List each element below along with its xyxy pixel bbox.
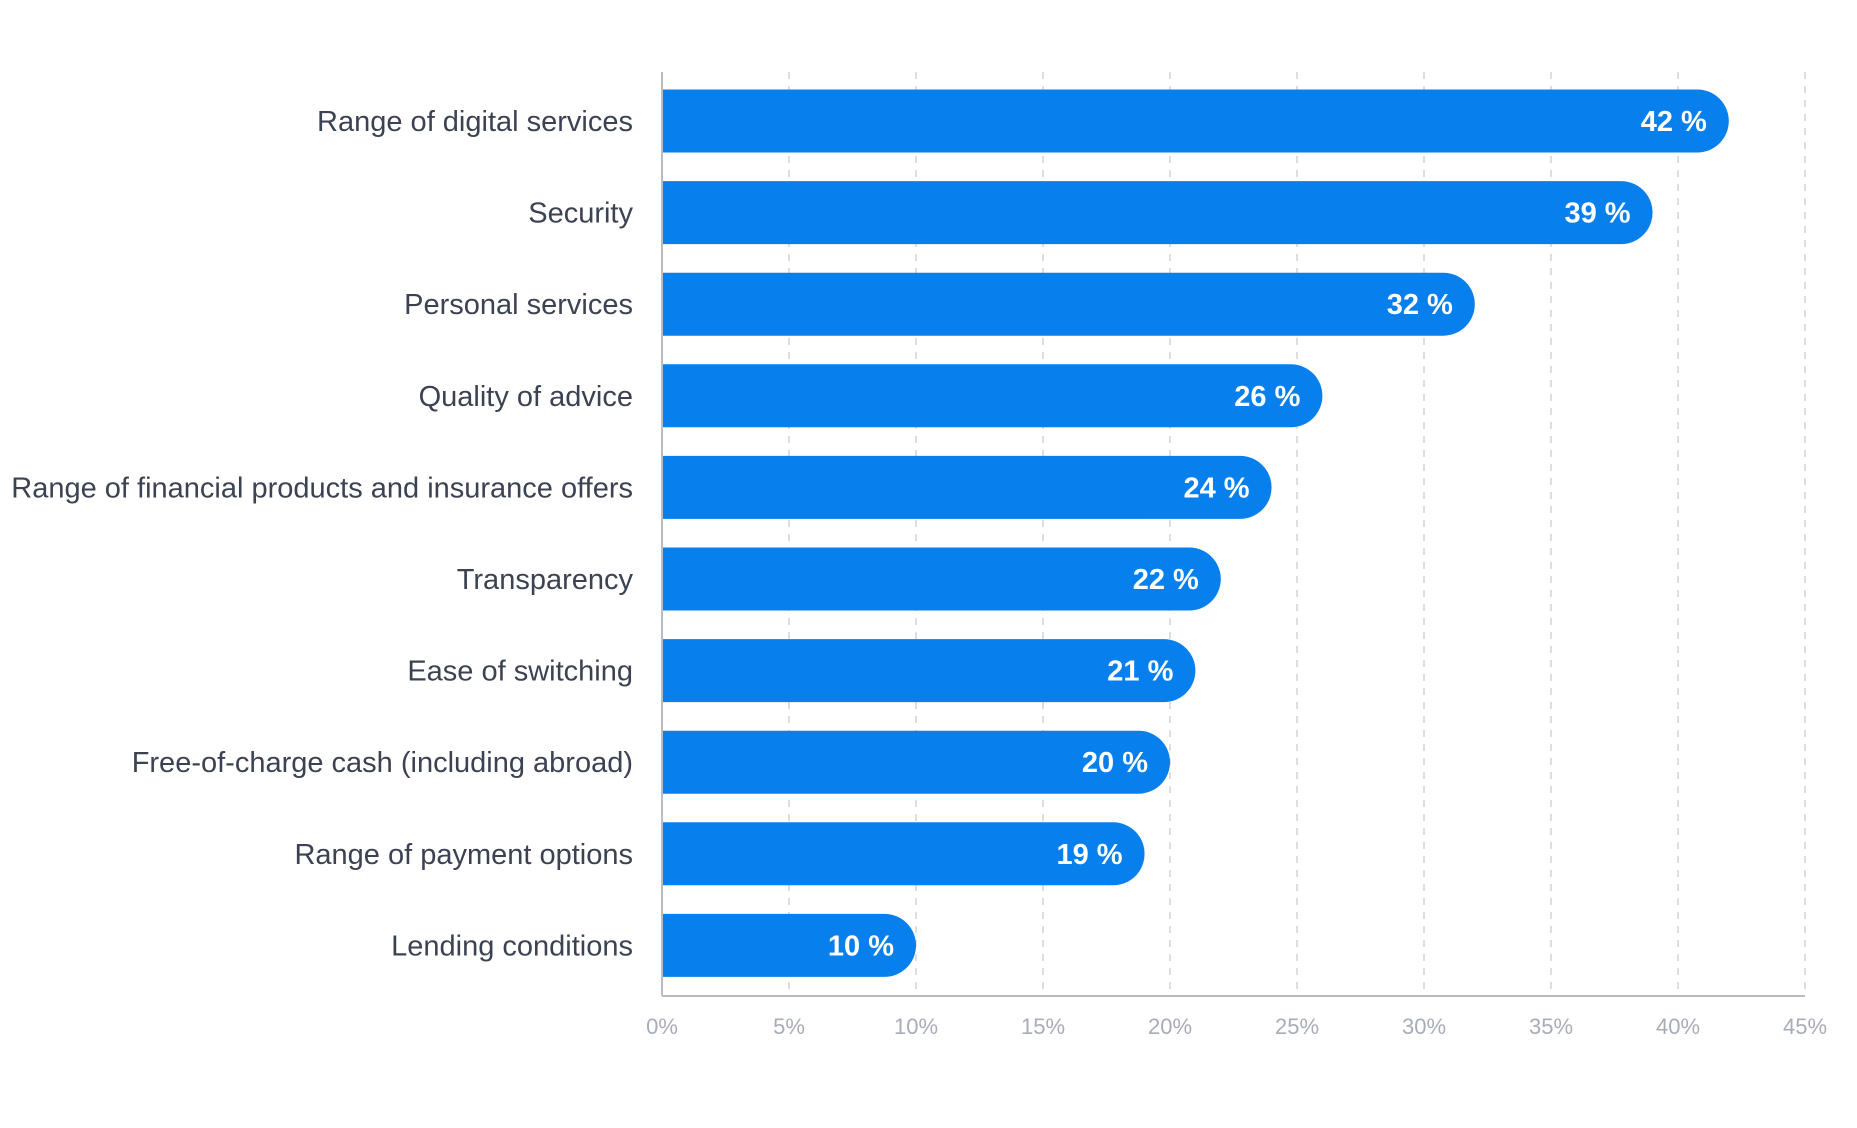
category-label: Lending conditions <box>391 930 633 962</box>
category-label: Ease of switching <box>407 656 633 688</box>
bar <box>662 822 1145 886</box>
x-tick-label: 25% <box>1275 1014 1319 1039</box>
bar <box>662 547 1221 611</box>
x-tick-label: 15% <box>1021 1014 1065 1039</box>
axes <box>661 72 1805 997</box>
category-label: Range of payment options <box>294 839 633 871</box>
bar <box>662 913 917 977</box>
bar <box>662 730 1171 794</box>
x-tick-label: 20% <box>1148 1014 1192 1039</box>
x-tick-label: 45% <box>1783 1014 1827 1039</box>
bar-value-label: 19 % <box>1056 839 1122 871</box>
bar-value-label: 32 % <box>1387 289 1453 321</box>
bars <box>662 89 1729 977</box>
bar-value-label: 21 % <box>1107 656 1173 688</box>
bar-value-label: 22 % <box>1133 564 1199 596</box>
category-label: Personal services <box>404 289 633 321</box>
x-tick-label: 10% <box>894 1014 938 1039</box>
bar-value-label: 10 % <box>828 930 894 962</box>
bar <box>662 89 1729 153</box>
x-tick-label: 5% <box>773 1014 805 1039</box>
x-tick-label: 35% <box>1529 1014 1573 1039</box>
category-label: Quality of advice <box>419 381 633 413</box>
x-tick-label: 0% <box>646 1014 678 1039</box>
bar-value-label: 42 % <box>1641 106 1707 138</box>
x-tick-label: 40% <box>1656 1014 1700 1039</box>
category-label: Free-of-charge cash (including abroad) <box>132 747 633 779</box>
category-label: Security <box>528 198 633 230</box>
bar <box>662 639 1196 703</box>
category-label: Transparency <box>457 564 634 596</box>
bar-value-label: 24 % <box>1183 472 1249 504</box>
bar-value-label: 26 % <box>1234 381 1300 413</box>
bar <box>662 364 1323 428</box>
category-label: Range of digital services <box>317 106 633 138</box>
bar <box>662 181 1653 245</box>
bar <box>662 455 1272 519</box>
bar-value-label: 20 % <box>1082 747 1148 779</box>
bar <box>662 272 1475 336</box>
x-tick-label: 30% <box>1402 1014 1446 1039</box>
labels: 0% 5% 10% 15% 20% 25% 30% 35% 40% 45% 42 % Range of… <box>11 106 1827 1039</box>
category-label: Range of financial products and insuranc… <box>11 472 633 504</box>
bar-value-label: 39 % <box>1564 198 1630 230</box>
